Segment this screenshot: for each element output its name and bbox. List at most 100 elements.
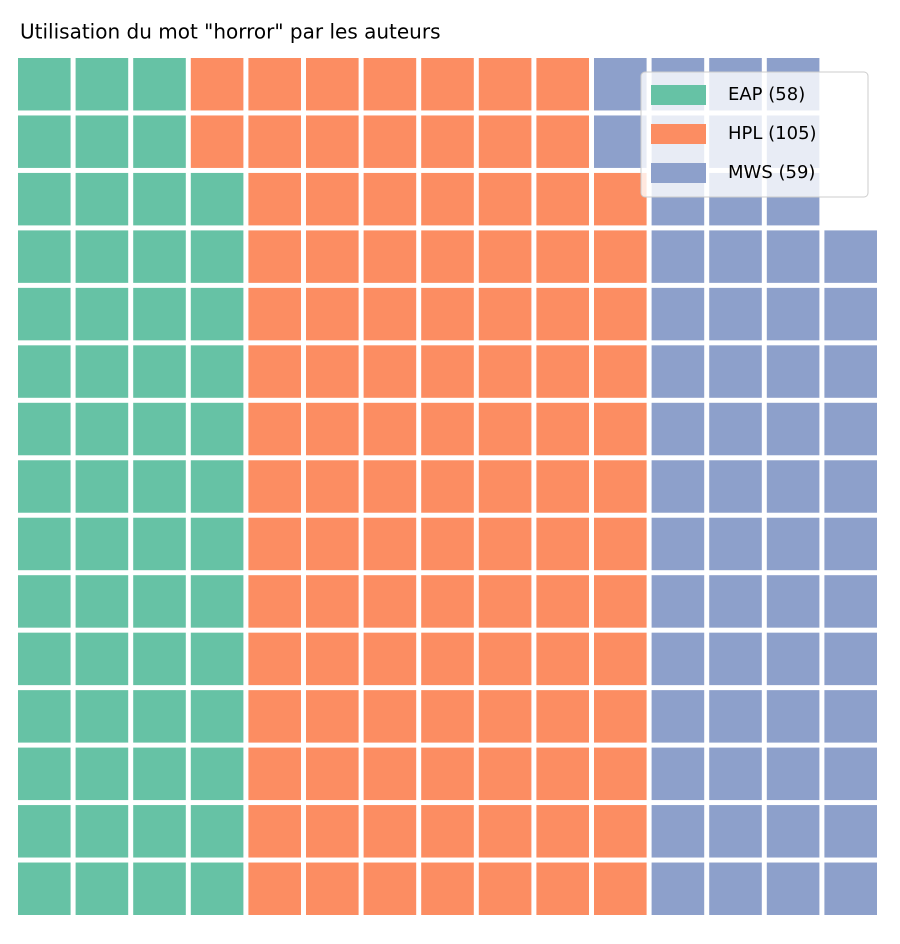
waffle-cell [536,58,589,111]
waffle-cell [536,345,589,398]
waffle-cell [421,805,474,858]
waffle-cell [536,632,589,686]
waffle-cell [306,460,359,513]
waffle-cell [651,230,705,283]
waffle-cell [363,862,417,915]
waffle-cell [651,345,705,398]
waffle-cell [75,862,129,915]
waffle-cell [75,517,129,571]
legend-label: MWS (59) [728,162,815,183]
waffle-cell [190,632,244,686]
waffle-cell [536,747,589,801]
waffle-cell [536,172,589,226]
waffle-cell [478,172,532,226]
waffle-cell [248,862,301,915]
waffle-cell [75,115,129,168]
legend-label: HPL (105) [728,123,817,144]
waffle-cell [248,575,301,628]
waffle-cell [478,345,532,398]
waffle-cell [709,862,762,915]
waffle-cell [478,402,532,456]
waffle-cell [536,690,589,743]
waffle-cell [248,230,301,283]
waffle-cell [824,345,877,398]
waffle-cell [709,575,762,628]
waffle-cell [766,805,820,858]
waffle-cell [421,747,474,801]
waffle-cell [18,58,71,111]
waffle-cell [421,517,474,571]
waffle-cell [421,58,474,111]
waffle-cell [306,230,359,283]
waffle-cell [766,230,820,283]
waffle-cell [363,115,417,168]
waffle-cell [75,747,129,801]
waffle-cell [133,287,186,341]
waffle-cell [594,805,647,858]
waffle-cell [18,287,71,341]
waffle-cell [248,402,301,456]
waffle-cell [18,575,71,628]
waffle-cell [594,575,647,628]
waffle-cell [363,230,417,283]
legend-swatch [651,163,706,183]
waffle-cell [133,58,186,111]
waffle-cell [133,230,186,283]
waffle-cell [363,58,417,111]
waffle-cell [709,230,762,283]
waffle-cell [18,517,71,571]
legend-label: EAP (58) [728,84,805,105]
waffle-cell [766,345,820,398]
waffle-cell [594,345,647,398]
chart-title: Utilisation du mot "horror" par les aute… [20,20,441,44]
waffle-cell [248,805,301,858]
waffle-cell [824,517,877,571]
waffle-cell [18,115,71,168]
waffle-cell [306,690,359,743]
waffle-cell [306,575,359,628]
waffle-cell [651,575,705,628]
waffle-cell [766,747,820,801]
waffle-cell [75,402,129,456]
waffle-cell [766,460,820,513]
waffle-cell [594,172,647,226]
waffle-cell [363,460,417,513]
waffle-cell [478,287,532,341]
waffle-cell [478,460,532,513]
waffle-cell [190,747,244,801]
waffle-cell [363,287,417,341]
waffle-cell [709,402,762,456]
waffle-cell [75,345,129,398]
waffle-cell [133,690,186,743]
waffle-cell [306,172,359,226]
waffle-cell [594,287,647,341]
waffle-cell [824,402,877,456]
waffle-cell [248,460,301,513]
waffle-cell [709,517,762,571]
waffle-cell [651,805,705,858]
waffle-cell [421,115,474,168]
waffle-cell [190,575,244,628]
waffle-cell [75,690,129,743]
waffle-cell [190,172,244,226]
waffle-cell [766,575,820,628]
waffle-cell [18,690,71,743]
waffle-cell [651,690,705,743]
waffle-cell [18,632,71,686]
waffle-cell [133,862,186,915]
waffle-cell [363,690,417,743]
waffle-cell [594,862,647,915]
waffle-cell [133,805,186,858]
waffle-cell [766,632,820,686]
waffle-cell [75,287,129,341]
waffle-cell [824,287,877,341]
waffle-cell [594,517,647,571]
waffle-cell [651,747,705,801]
waffle-cell [363,805,417,858]
waffle-cell [248,172,301,226]
waffle-cell [363,517,417,571]
waffle-cell [133,747,186,801]
waffle-cell [306,58,359,111]
waffle-cell [190,287,244,341]
